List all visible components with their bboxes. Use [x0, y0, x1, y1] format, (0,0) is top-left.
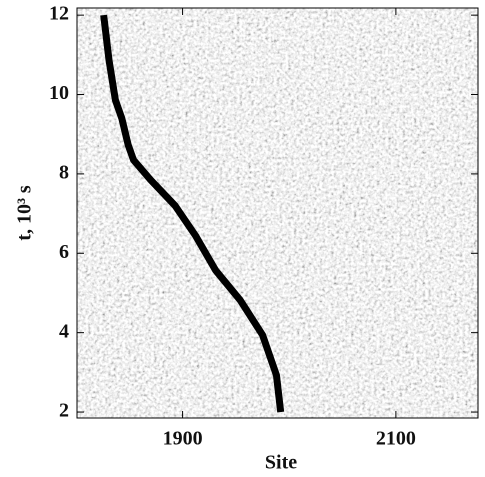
- y-axis-label: t, 10³ s: [14, 185, 36, 241]
- plot-frame: [76, 7, 479, 419]
- x-tick-label: 1900: [163, 428, 203, 450]
- y-tick-label: 8: [59, 161, 69, 183]
- y-tick-label: 12: [49, 3, 69, 25]
- background-texture: [77, 8, 478, 418]
- x-axis-label: Site: [265, 452, 297, 474]
- y-tick-label: 6: [59, 241, 69, 263]
- y-tick-label: 4: [59, 320, 69, 342]
- y-tick-label: 10: [49, 82, 69, 104]
- y-tick-label: 2: [59, 400, 69, 422]
- x-tick-label: 2100: [376, 428, 416, 450]
- trajectory-line: [100, 14, 285, 413]
